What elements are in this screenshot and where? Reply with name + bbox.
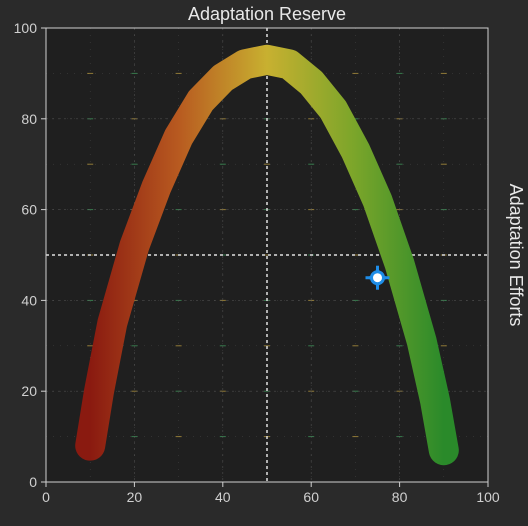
marker-dot — [372, 272, 384, 284]
ytick-label: 0 — [29, 474, 37, 490]
xtick-label: 80 — [392, 489, 408, 505]
title-top: Adaptation Reserve — [188, 4, 346, 24]
ytick-label: 80 — [21, 111, 37, 127]
ytick-label: 40 — [21, 292, 37, 308]
xtick-label: 0 — [42, 489, 50, 505]
ytick-label: 20 — [21, 383, 37, 399]
xtick-label: 100 — [476, 489, 500, 505]
ytick-label: 60 — [21, 202, 37, 218]
ytick-label: 100 — [14, 20, 38, 36]
chart-container: 0 20 40 60 80 100 0 20 40 60 80 100 Adaptation Reser… — [0, 0, 528, 526]
chart-svg: 0 20 40 60 80 100 0 20 40 60 80 100 Adaptation Reser… — [0, 0, 528, 526]
xtick-label: 20 — [127, 489, 143, 505]
xtick-label: 60 — [303, 489, 319, 505]
xtick-label: 40 — [215, 489, 231, 505]
title-right: Adaptation Efforts — [506, 184, 526, 327]
